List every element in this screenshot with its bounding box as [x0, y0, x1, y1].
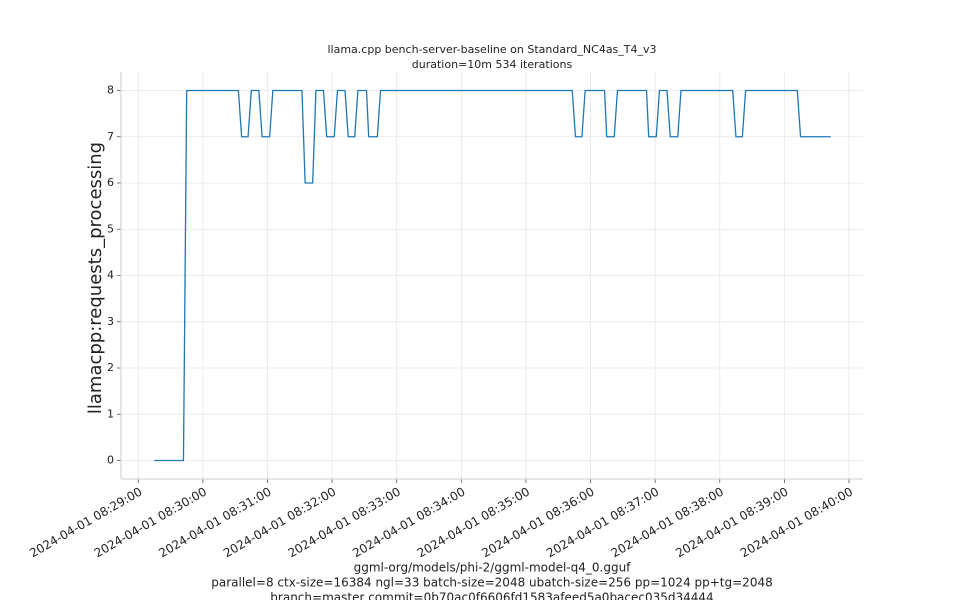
x-tick-label: 2024-04-01 08:31:00: [156, 485, 273, 561]
y-tick-label: 8: [107, 84, 114, 97]
y-tick-label: 4: [107, 269, 114, 282]
y-tick-label: 3: [107, 315, 114, 328]
y-tick-label: 2: [107, 361, 114, 374]
x-tick-label: 2024-04-01 08:34:00: [350, 485, 467, 561]
x-tick-label: 2024-04-01 08:36:00: [479, 485, 596, 561]
chart-title: llama.cpp bench-server-baseline on Stand…: [327, 43, 656, 56]
x-tick-label: 2024-04-01 08:30:00: [92, 485, 209, 561]
chart-subtitle: duration=10m 534 iterations: [412, 58, 573, 71]
x-tick-label: 2024-04-01 08:35:00: [415, 485, 532, 561]
x-axis-label: parallel=8 ctx-size=16384 ngl=33 batch-s…: [211, 576, 772, 590]
x-tick-label: 2024-04-01 08:32:00: [221, 485, 338, 561]
x-tick-label: 2024-04-01 08:40:00: [738, 485, 855, 561]
x-tick-label: 2024-04-01 08:29:00: [27, 485, 144, 561]
x-tick-label: 2024-04-01 08:38:00: [609, 485, 726, 561]
y-tick-label: 6: [107, 176, 114, 189]
y-tick-label: 1: [107, 407, 114, 420]
x-tick-label: 2024-04-01 08:39:00: [673, 485, 790, 561]
y-axis-label: llamacpp:requests_processing: [85, 142, 106, 414]
x-tick-label: 2024-04-01 08:37:00: [544, 485, 661, 561]
x-axis-label: ggml-org/models/phi-2/ggml-model-q4_0.gg…: [354, 561, 632, 575]
y-tick-label: 0: [107, 454, 114, 467]
y-tick-label: 5: [107, 222, 114, 235]
data-line: [154, 89, 831, 462]
x-tick-label: 2024-04-01 08:33:00: [286, 485, 403, 561]
y-tick-label: 7: [107, 130, 114, 143]
x-axis-label: branch=master commit=0b70ac0f6606fd1583a…: [270, 591, 713, 600]
